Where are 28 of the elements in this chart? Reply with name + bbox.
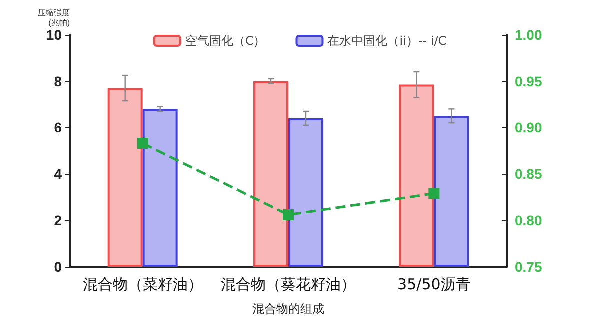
y-tick-label: 6 [54, 120, 62, 136]
legend-label: 空气固化（C） [185, 34, 266, 48]
x-tick-label: 35/50沥青 [398, 276, 471, 294]
x-axis-title: 混合物的组成 [252, 302, 324, 316]
bar [108, 88, 143, 267]
y2-tick-label: 1.00 [515, 26, 542, 43]
y-tick-label: 0 [54, 259, 62, 275]
x-tick-label: 混合物（葵花籽油） [221, 276, 356, 294]
bar [254, 81, 288, 267]
point [283, 210, 294, 221]
bar [142, 109, 178, 267]
bar [434, 116, 470, 267]
bar [288, 118, 324, 267]
y-tick-label: 2 [54, 212, 62, 229]
bar [399, 84, 434, 267]
point [137, 138, 148, 150]
y2-tick-label: 0.90 [515, 120, 542, 136]
y-tick-label: 4 [54, 166, 62, 182]
point [428, 188, 440, 200]
y-tick-label: 10 [46, 26, 62, 43]
y2-tick-label: 0.75 [515, 259, 542, 275]
y-axis-title: 压缩强度 (兆帕) [38, 8, 70, 28]
y-tick-label: 8 [54, 73, 62, 90]
legend-label: 在水中固化（ii）-- i/C [328, 34, 447, 48]
y2-tick-label: 0.85 [515, 166, 542, 182]
y2-tick-label: 0.95 [515, 73, 542, 90]
y2-tick-label: 0.80 [515, 212, 542, 229]
x-tick-label: 混合物（菜籽油） [82, 276, 203, 294]
